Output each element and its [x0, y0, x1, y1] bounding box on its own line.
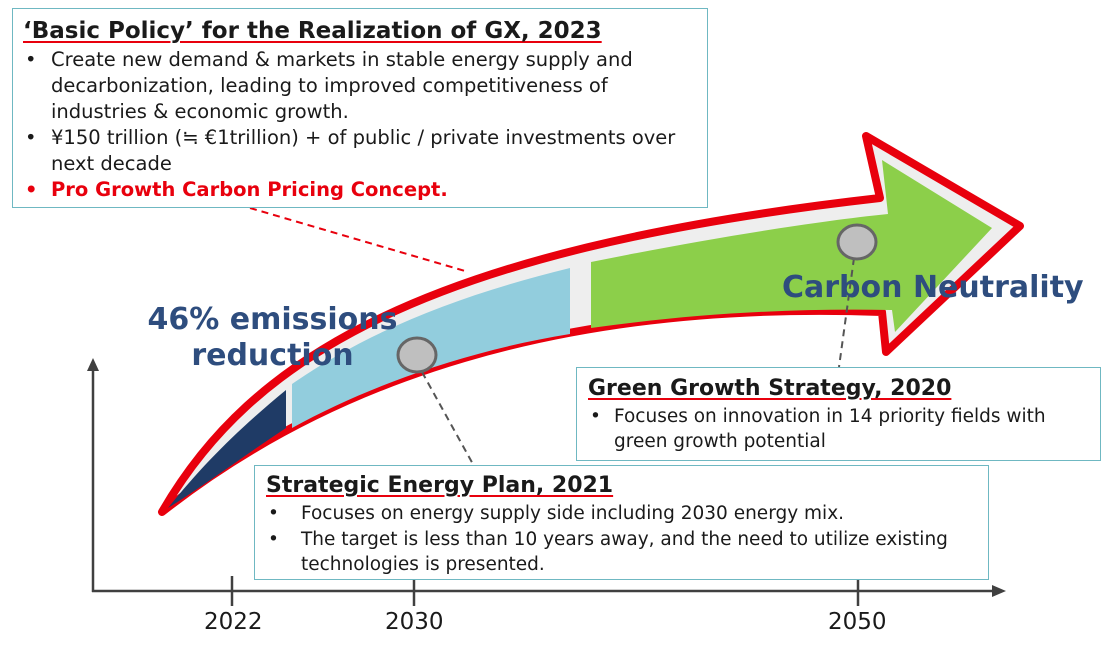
strategic-connector — [421, 371, 475, 467]
x-axis-arrowhead — [992, 585, 1006, 597]
basic-policy-title: ‘Basic Policy’ for the Realization of GX… — [23, 18, 602, 44]
year-label-2022: 2022 — [204, 609, 263, 635]
milestone-2030-marker — [396, 336, 438, 374]
carbon-pricing-bullet: Pro Growth Carbon Pricing Concept. — [23, 177, 707, 203]
y-axis-arrowhead — [87, 358, 99, 371]
green-connector — [838, 257, 855, 368]
green-growth-bullet: Focuses on innovation in 14 priority fie… — [588, 404, 1100, 454]
basic-policy-bullets: Create new demand & markets in stable en… — [23, 47, 707, 203]
strategic-energy-bullet: The target is less than 10 years away, a… — [266, 527, 988, 578]
basic-policy-box: ‘Basic Policy’ for the Realization of GX… — [12, 8, 708, 208]
green-growth-strategy-box: Green Growth Strategy, 2020 Focuses on i… — [576, 367, 1101, 461]
strategic-energy-bullets: Focuses on energy supply side including … — [266, 501, 988, 578]
year-label-2030: 2030 — [385, 609, 444, 635]
green-growth-title: Green Growth Strategy, 2020 — [588, 376, 952, 401]
year-label-2050: 2050 — [828, 609, 887, 635]
basic-policy-bullet: Create new demand & markets in stable en… — [23, 47, 707, 125]
milestone-2050-marker — [836, 223, 878, 261]
carbon-neutrality-label: Carbon Neutrality — [782, 270, 1084, 305]
green-growth-bullets: Focuses on innovation in 14 priority fie… — [588, 404, 1100, 454]
basic-policy-bullet: ¥150 trillion (≒ €1trillion) + of public… — [23, 125, 707, 177]
strategic-energy-title: Strategic Energy Plan, 2021 — [266, 473, 614, 498]
strategic-energy-bullet: Focuses on energy supply side including … — [266, 501, 988, 527]
arrow-segment-dark — [168, 390, 286, 508]
emissions-reduction-label: 46% emissions reduction — [140, 302, 405, 374]
policy-connector — [249, 207, 466, 272]
arrow-segment-green — [591, 160, 992, 332]
emissions-reduction-text: 46% emissions reduction — [147, 302, 398, 373]
strategic-energy-plan-box: Strategic Energy Plan, 2021 Focuses on e… — [254, 465, 989, 580]
